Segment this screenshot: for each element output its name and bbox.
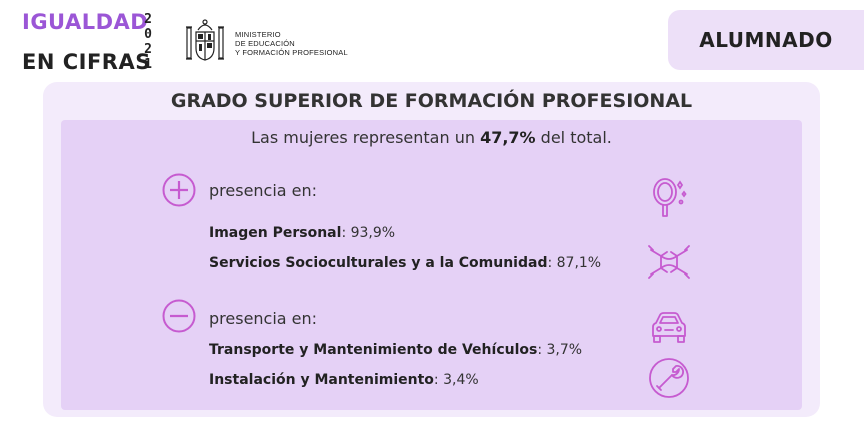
ministry-name: MINISTERIO DE EDUCACIÓN Y FORMACIÓN PROF…: [235, 30, 348, 57]
stat-row: Transporte y Mantenimiento de Vehículos:…: [209, 342, 582, 358]
ministry-line: DE EDUCACIÓN: [235, 38, 295, 48]
more-presence-label: presencia en:: [209, 181, 318, 200]
stat-row: Instalación y Mantenimiento: 3,4%: [209, 372, 479, 388]
stats-card: GRADO SUPERIOR DE FORMACIÓN PROFESIONAL …: [43, 82, 820, 417]
joined-hands-icon: [648, 245, 690, 279]
section-tag: ALUMNADO: [668, 10, 864, 70]
stat-name: Servicios Socioculturales y a la Comunid…: [209, 255, 548, 271]
ministry-line: MINISTERIO: [235, 29, 281, 39]
stat-value: : 87,1%: [547, 255, 602, 271]
card-title: GRADO SUPERIOR DE FORMACIÓN PROFESIONAL: [170, 90, 693, 112]
year-digit: 0: [144, 27, 152, 42]
summary-prefix: Las mujeres representan un: [251, 128, 481, 147]
brand-year: 2 0 2 1: [142, 12, 154, 72]
car-icon: [652, 312, 686, 343]
stat-name: Imagen Personal: [209, 225, 342, 241]
stat-row: Imagen Personal: 93,9%: [209, 225, 395, 241]
stat-name: Transporte y Mantenimiento de Vehículos: [209, 342, 538, 358]
plus-circle-icon: [162, 173, 196, 207]
stats-panel: Las mujeres representan un 47,7% del tot…: [61, 120, 802, 410]
wrench-icon: [649, 358, 689, 398]
brand-title-line2: EN CIFRAS: [22, 50, 151, 74]
brand-title-line1: IGUALDAD: [22, 10, 149, 34]
summary-suffix: del total.: [535, 128, 612, 147]
ministry-logo: MINISTERIO DE EDUCACIÓN Y FORMACIÓN PROF…: [183, 18, 348, 68]
stat-row: Servicios Socioculturales y a la Comunid…: [209, 255, 601, 271]
year-digit: 1: [144, 57, 152, 72]
stat-name: Instalación y Mantenimiento: [209, 372, 434, 388]
ministry-line: Y FORMACIÓN PROFESIONAL: [235, 47, 348, 57]
coat-of-arms-icon: [186, 19, 224, 61]
summary-text: Las mujeres representan un 47,7% del tot…: [61, 128, 802, 147]
year-digit: 2: [144, 42, 152, 57]
summary-value: 47,7%: [480, 128, 536, 147]
stat-value: : 93,9%: [341, 225, 396, 241]
minus-circle-icon: [162, 299, 196, 333]
stat-value: : 3,4%: [433, 372, 479, 388]
section-tag-label: ALUMNADO: [699, 28, 833, 52]
stat-value: : 3,7%: [537, 342, 583, 358]
hand-mirror-icon: [653, 178, 687, 217]
year-digit: 2: [144, 12, 152, 27]
less-presence-label: presencia en:: [209, 309, 318, 328]
